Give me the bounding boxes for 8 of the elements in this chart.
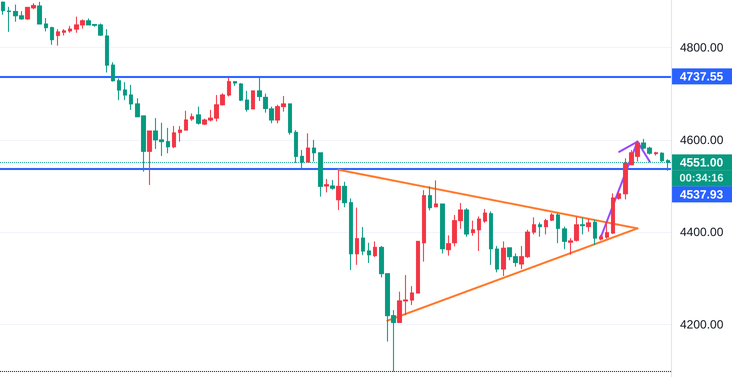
ref-line-label: 4551.00 — [680, 155, 724, 170]
text: 00:34:16 — [679, 172, 724, 184]
ref-line-label: 4737.55 — [680, 69, 724, 84]
y-tick-label: 4800.00 — [680, 40, 724, 55]
y-tick-label: 4400.00 — [680, 225, 724, 240]
y-tick-label: 4600.00 — [680, 132, 724, 147]
ref-line-label: 4537.93 — [680, 187, 724, 202]
y-tick-label: 4200.00 — [680, 317, 724, 332]
